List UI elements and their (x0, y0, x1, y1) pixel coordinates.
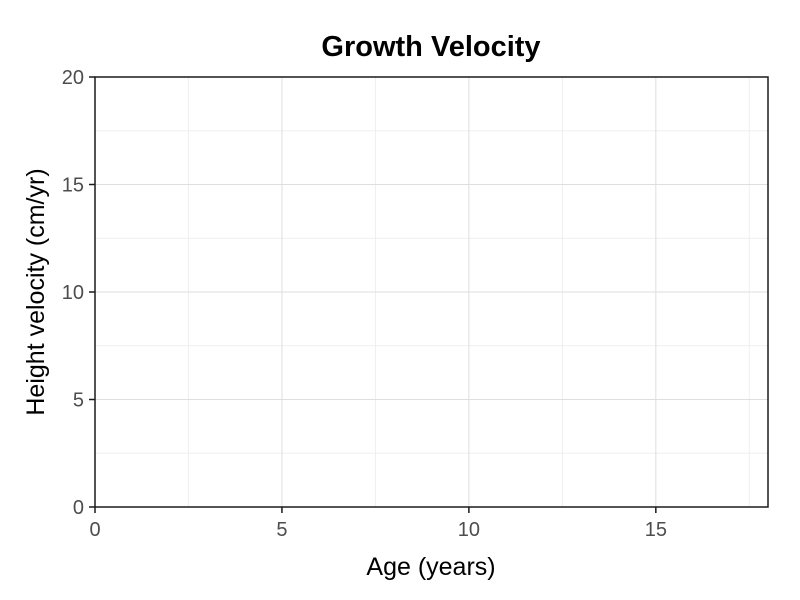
y-tick-label: 15 (62, 175, 84, 197)
x-tick-label: 0 (89, 519, 100, 541)
y-axis-label: Height velocity (cm/yr) (22, 168, 50, 415)
y-tick-label: 10 (62, 282, 84, 304)
y-axis: 0 5 10 15 20 (62, 67, 95, 519)
y-tick-label: 5 (73, 390, 84, 412)
x-axis-label: Age (years) (366, 553, 495, 581)
x-tick-label: 10 (458, 519, 480, 541)
y-tick-label: 20 (62, 67, 84, 89)
y-tick-label: 0 (73, 497, 84, 519)
x-tick-label: 15 (645, 519, 667, 541)
grid-lines (94, 76, 768, 508)
x-tick-label: 5 (276, 519, 287, 541)
chart-title: Growth Velocity (321, 31, 540, 63)
x-axis: 0 5 10 15 (89, 507, 667, 541)
